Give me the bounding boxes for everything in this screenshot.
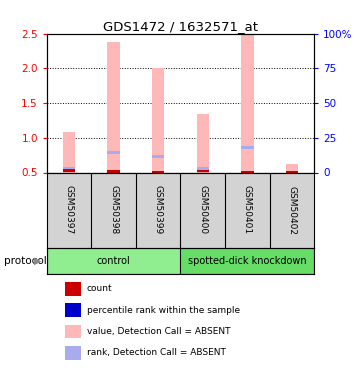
Bar xyxy=(152,69,165,172)
Bar xyxy=(152,171,165,174)
Bar xyxy=(63,167,75,170)
Bar xyxy=(152,154,165,158)
Text: GSM50401: GSM50401 xyxy=(243,186,252,235)
Bar xyxy=(196,114,209,172)
Bar xyxy=(63,132,75,172)
Bar xyxy=(108,151,120,154)
Bar xyxy=(108,42,120,172)
Text: GSM50402: GSM50402 xyxy=(287,186,296,234)
Bar xyxy=(241,146,253,149)
Bar xyxy=(286,164,298,172)
Bar xyxy=(196,167,209,170)
Bar xyxy=(241,171,253,174)
Text: GSM50398: GSM50398 xyxy=(109,185,118,235)
Text: value, Detection Call = ABSENT: value, Detection Call = ABSENT xyxy=(87,327,230,336)
Bar xyxy=(196,170,209,172)
Text: rank, Detection Call = ABSENT: rank, Detection Call = ABSENT xyxy=(87,348,226,357)
Text: GSM50400: GSM50400 xyxy=(198,186,207,235)
Text: ▶: ▶ xyxy=(34,256,42,266)
Text: GSM50399: GSM50399 xyxy=(154,185,163,235)
Bar xyxy=(108,170,120,172)
Text: GSM50397: GSM50397 xyxy=(65,185,74,235)
Text: percentile rank within the sample: percentile rank within the sample xyxy=(87,306,240,315)
Text: count: count xyxy=(87,284,112,293)
Text: control: control xyxy=(97,256,131,266)
Text: protocol: protocol xyxy=(4,256,46,266)
Bar xyxy=(180,248,314,274)
Bar xyxy=(286,171,298,174)
Text: spotted-dick knockdown: spotted-dick knockdown xyxy=(188,256,306,266)
Bar xyxy=(63,169,75,172)
Title: GDS1472 / 1632571_at: GDS1472 / 1632571_at xyxy=(103,20,258,33)
Bar xyxy=(286,171,298,174)
Bar xyxy=(241,34,253,172)
Bar xyxy=(47,248,180,274)
